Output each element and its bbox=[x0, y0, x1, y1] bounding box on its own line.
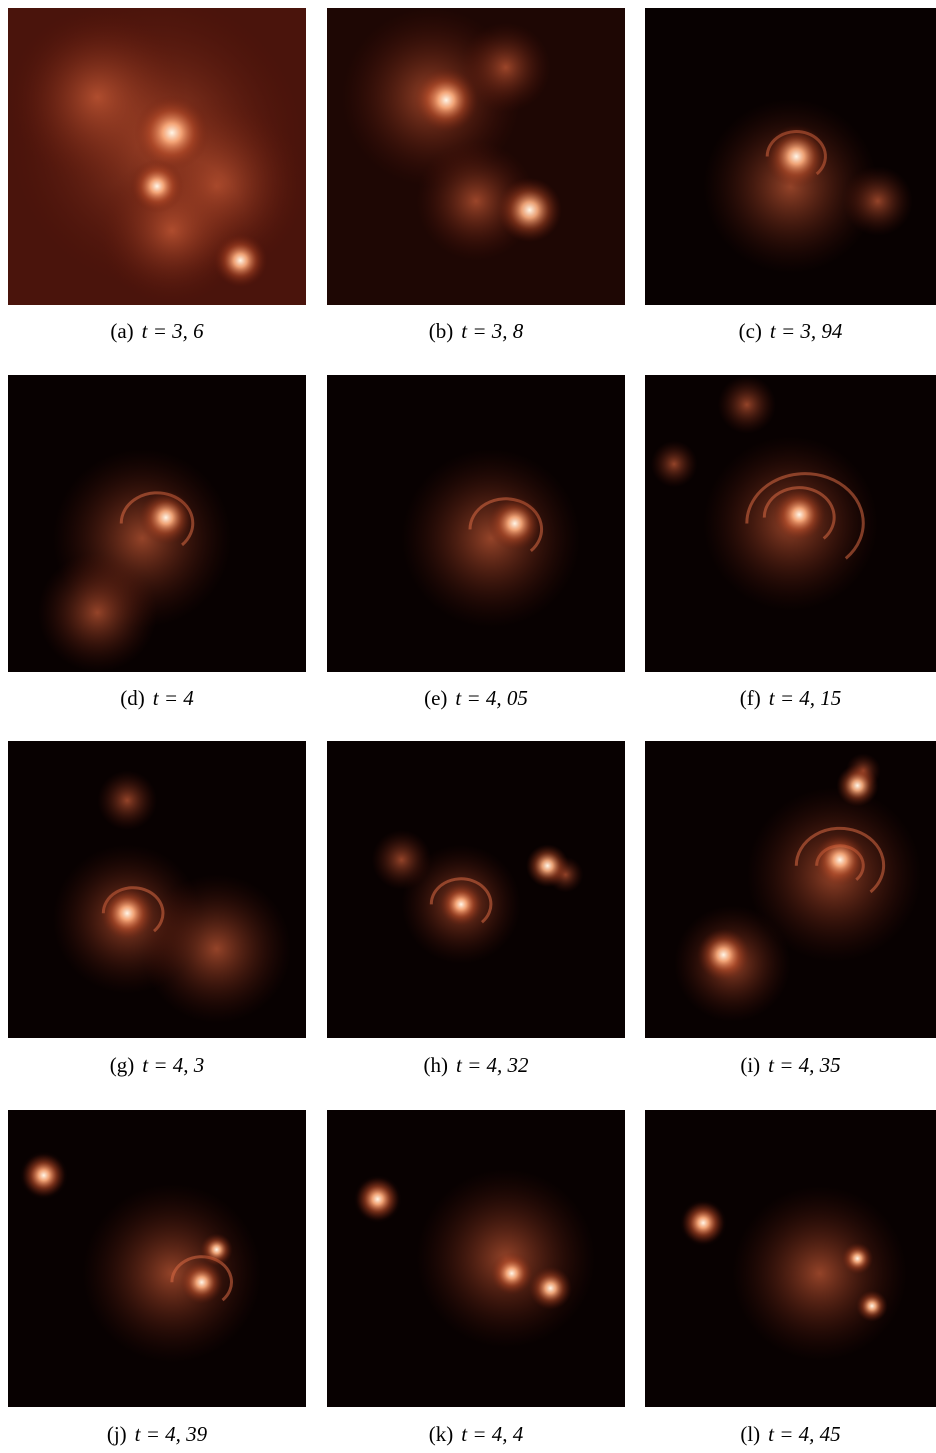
caption-label: (f) bbox=[740, 686, 761, 710]
caption: (h) t = 4, 32 bbox=[423, 1053, 529, 1077]
gas-haze bbox=[97, 771, 157, 831]
caption-time: t = 4, 39 bbox=[135, 1422, 208, 1446]
panel-image bbox=[8, 741, 306, 1038]
bright-core bbox=[134, 95, 209, 170]
panel-image bbox=[327, 8, 625, 305]
caption-label: (h) bbox=[423, 1053, 448, 1077]
caption-time: t = 4, 05 bbox=[455, 686, 528, 710]
gas-haze bbox=[843, 166, 913, 236]
caption-time: t = 4, 15 bbox=[769, 686, 842, 710]
image-content bbox=[327, 375, 625, 672]
caption-label: (d) bbox=[120, 686, 145, 710]
bright-core bbox=[488, 497, 542, 551]
caption: (g) t = 4, 3 bbox=[110, 1053, 205, 1077]
caption: (f) t = 4, 15 bbox=[740, 686, 842, 710]
bright-core bbox=[814, 834, 866, 886]
caption-time: t = 3, 94 bbox=[770, 319, 843, 343]
image-content bbox=[8, 375, 306, 672]
bright-core bbox=[682, 1202, 724, 1244]
caption-time: t = 4, 45 bbox=[768, 1422, 841, 1446]
image-content bbox=[8, 741, 306, 1038]
caption-time: t = 4, 32 bbox=[456, 1053, 529, 1077]
bright-core bbox=[214, 234, 268, 288]
caption-time: t = 3, 6 bbox=[142, 319, 205, 343]
image-content bbox=[645, 1110, 936, 1407]
bright-core bbox=[100, 886, 154, 940]
caption-label: (b) bbox=[429, 319, 454, 343]
caption-label: (l) bbox=[740, 1422, 760, 1446]
bright-core bbox=[356, 1178, 399, 1221]
panel-image bbox=[645, 375, 936, 672]
gas-haze bbox=[82, 1184, 261, 1363]
caption-time: t = 4, 35 bbox=[768, 1053, 841, 1077]
caption: (k) t = 4, 4 bbox=[429, 1422, 524, 1446]
caption-label: (k) bbox=[429, 1422, 454, 1446]
panel-image bbox=[327, 741, 625, 1038]
bright-core bbox=[497, 178, 561, 242]
caption-label: (c) bbox=[739, 319, 762, 343]
caption: (i) t = 4, 35 bbox=[740, 1053, 840, 1077]
image-content bbox=[327, 1110, 625, 1407]
caption-label: (j) bbox=[107, 1422, 127, 1446]
panel-image bbox=[8, 375, 306, 672]
caption-label: (g) bbox=[110, 1053, 135, 1077]
panel-image bbox=[645, 8, 936, 305]
caption-label: (e) bbox=[424, 686, 447, 710]
panel-image bbox=[327, 1110, 625, 1407]
bright-core bbox=[842, 1243, 873, 1274]
gas-haze bbox=[38, 553, 157, 672]
gas-haze bbox=[372, 830, 432, 890]
gas-haze bbox=[651, 441, 698, 488]
bright-core bbox=[22, 1154, 65, 1197]
panel-image bbox=[645, 1110, 936, 1407]
caption: (e) t = 4, 05 bbox=[424, 686, 528, 710]
bright-core bbox=[414, 68, 478, 132]
image-content bbox=[8, 1110, 306, 1407]
bright-core bbox=[130, 159, 184, 213]
caption-time: t = 4, 3 bbox=[142, 1053, 204, 1077]
panel-image bbox=[8, 0, 306, 305]
image-content bbox=[645, 8, 936, 305]
bright-core bbox=[765, 125, 828, 188]
bright-core bbox=[526, 844, 569, 887]
caption-time: t = 3, 8 bbox=[461, 319, 524, 343]
bright-core bbox=[180, 1261, 223, 1304]
bright-core bbox=[490, 1252, 533, 1295]
bright-core bbox=[201, 1233, 233, 1265]
gas-haze bbox=[732, 1186, 907, 1361]
image-content bbox=[327, 741, 625, 1038]
panel-image bbox=[8, 1110, 306, 1407]
gas-haze bbox=[718, 376, 776, 434]
image-content bbox=[645, 741, 936, 1038]
panel-image bbox=[327, 375, 625, 672]
bright-core bbox=[529, 1267, 572, 1310]
bright-core bbox=[773, 488, 825, 540]
image-content bbox=[645, 375, 936, 672]
bright-core bbox=[856, 1290, 887, 1321]
bright-core bbox=[139, 491, 193, 545]
gas-haze bbox=[402, 449, 581, 628]
caption-label: (a) bbox=[110, 319, 133, 343]
figure: (a) t = 3, 6 (b) t = 3, 8 (c) t = 3, 94 (d) t =… bbox=[0, 0, 936, 1453]
bright-core bbox=[697, 929, 749, 981]
caption: (j) t = 4, 39 bbox=[107, 1422, 208, 1446]
caption: (d) t = 4 bbox=[120, 686, 194, 710]
gas-haze bbox=[142, 874, 291, 1023]
caption-time: t = 4 bbox=[153, 686, 195, 710]
image-content bbox=[8, 0, 306, 305]
bright-core bbox=[836, 765, 878, 807]
panel-image bbox=[645, 741, 936, 1038]
caption-time: t = 4, 4 bbox=[461, 1422, 524, 1446]
bright-core bbox=[440, 883, 483, 926]
image-content bbox=[327, 8, 625, 305]
caption: (a) t = 3, 6 bbox=[110, 319, 204, 343]
caption: (b) t = 3, 8 bbox=[429, 319, 524, 343]
caption-label: (i) bbox=[740, 1053, 760, 1077]
caption: (l) t = 4, 45 bbox=[740, 1422, 840, 1446]
caption: (c) t = 3, 94 bbox=[739, 319, 843, 343]
